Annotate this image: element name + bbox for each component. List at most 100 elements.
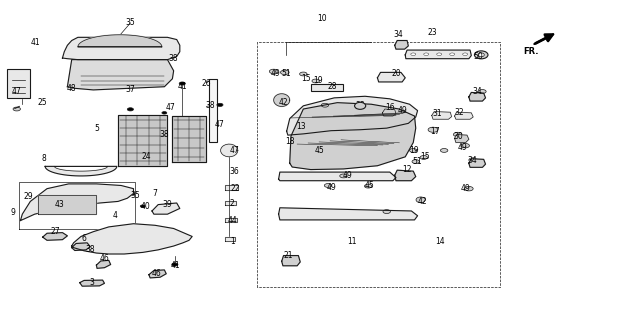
Circle shape <box>52 205 58 208</box>
Text: 11: 11 <box>347 237 357 246</box>
Text: 50: 50 <box>474 52 483 61</box>
Ellipse shape <box>416 197 425 203</box>
Text: 38: 38 <box>85 245 95 254</box>
Circle shape <box>179 82 185 85</box>
Text: 27: 27 <box>50 227 60 236</box>
Circle shape <box>162 112 167 114</box>
Circle shape <box>128 108 134 111</box>
Text: 34: 34 <box>467 156 477 164</box>
Text: 47: 47 <box>229 146 239 155</box>
Text: 13: 13 <box>297 122 306 131</box>
Circle shape <box>81 247 87 250</box>
Polygon shape <box>45 166 117 176</box>
Text: 31: 31 <box>432 109 441 118</box>
Circle shape <box>164 204 169 206</box>
Text: 25: 25 <box>38 98 48 107</box>
Circle shape <box>269 69 278 74</box>
Text: 48: 48 <box>67 84 77 93</box>
Circle shape <box>461 143 469 148</box>
Circle shape <box>441 148 448 152</box>
Text: 32: 32 <box>454 108 464 117</box>
Polygon shape <box>279 208 418 220</box>
Text: 49: 49 <box>461 184 470 193</box>
Text: 33: 33 <box>356 101 366 110</box>
Ellipse shape <box>478 53 484 57</box>
Text: 18: 18 <box>285 137 295 146</box>
Bar <box>311 84 344 92</box>
Text: 39: 39 <box>163 200 172 209</box>
Circle shape <box>449 53 454 55</box>
Bar <box>209 79 217 142</box>
Polygon shape <box>72 224 192 254</box>
Polygon shape <box>469 92 485 101</box>
Text: 51: 51 <box>281 69 291 78</box>
Circle shape <box>412 160 420 164</box>
Circle shape <box>428 127 438 132</box>
Polygon shape <box>279 172 396 181</box>
Text: 20: 20 <box>392 69 401 78</box>
Text: 37: 37 <box>126 85 136 94</box>
Circle shape <box>383 210 391 213</box>
Text: 49: 49 <box>271 69 280 78</box>
Polygon shape <box>225 237 235 241</box>
Circle shape <box>118 35 123 38</box>
Polygon shape <box>20 184 134 220</box>
Polygon shape <box>225 218 237 222</box>
Polygon shape <box>225 201 236 204</box>
Circle shape <box>172 263 178 266</box>
Text: 34: 34 <box>393 30 403 39</box>
Circle shape <box>217 103 223 107</box>
Circle shape <box>56 201 69 208</box>
Ellipse shape <box>474 51 488 59</box>
Circle shape <box>411 53 416 55</box>
Text: 42: 42 <box>279 98 288 107</box>
Polygon shape <box>395 170 416 181</box>
Polygon shape <box>454 112 473 119</box>
Text: 44: 44 <box>227 216 237 225</box>
Polygon shape <box>149 270 167 278</box>
Text: 41: 41 <box>31 38 41 47</box>
Circle shape <box>173 50 179 53</box>
Circle shape <box>410 148 417 152</box>
Polygon shape <box>383 109 396 116</box>
Polygon shape <box>97 260 111 268</box>
Text: 35: 35 <box>131 190 141 200</box>
Text: 47: 47 <box>166 103 175 112</box>
Text: 6: 6 <box>82 234 87 243</box>
Text: 24: 24 <box>141 152 150 161</box>
Text: 19: 19 <box>410 146 419 155</box>
Circle shape <box>424 53 429 55</box>
Text: 47: 47 <box>11 87 21 96</box>
Text: 49: 49 <box>398 106 408 115</box>
Text: 49: 49 <box>327 183 337 192</box>
Polygon shape <box>405 50 471 59</box>
Polygon shape <box>72 243 90 251</box>
Polygon shape <box>432 112 451 119</box>
Polygon shape <box>80 280 105 286</box>
Polygon shape <box>469 159 485 167</box>
Circle shape <box>478 90 486 93</box>
Circle shape <box>130 193 135 196</box>
Text: FR.: FR. <box>523 47 539 56</box>
Text: 49: 49 <box>458 143 467 152</box>
Text: 35: 35 <box>126 19 136 28</box>
Text: 34: 34 <box>473 87 482 96</box>
Circle shape <box>365 184 372 188</box>
Text: 45: 45 <box>365 181 374 190</box>
Text: 4: 4 <box>113 211 118 220</box>
Text: 26: 26 <box>202 79 211 88</box>
Text: 41: 41 <box>178 82 188 91</box>
Polygon shape <box>221 144 238 157</box>
Text: 46: 46 <box>152 268 162 278</box>
Text: 19: 19 <box>313 76 322 85</box>
Text: 10: 10 <box>317 14 327 23</box>
Text: 12: 12 <box>402 165 411 174</box>
Text: 21: 21 <box>283 251 293 260</box>
Text: 17: 17 <box>430 127 439 136</box>
Polygon shape <box>172 116 206 162</box>
Text: 15: 15 <box>301 74 311 83</box>
Polygon shape <box>282 256 300 266</box>
Polygon shape <box>43 233 67 240</box>
Text: 9: 9 <box>11 208 15 217</box>
Text: 41: 41 <box>171 261 180 270</box>
